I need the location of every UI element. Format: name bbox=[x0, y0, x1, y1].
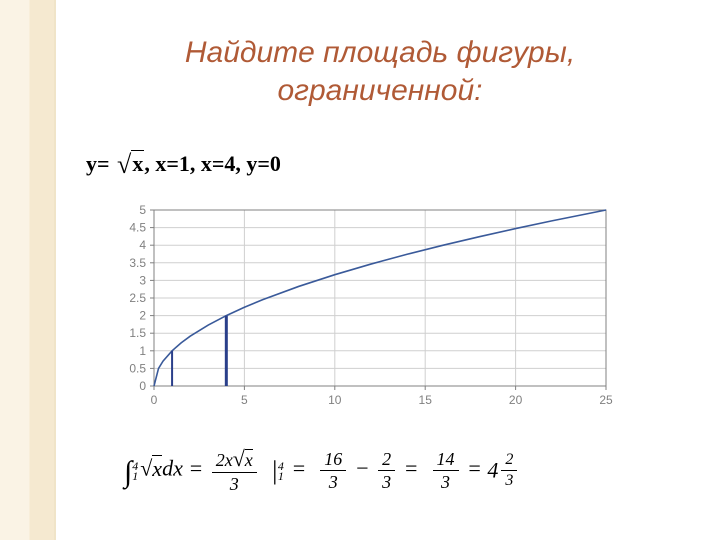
t2-den: 3 bbox=[378, 471, 395, 491]
svg-text:3.5: 3.5 bbox=[129, 256, 146, 270]
svg-text:5: 5 bbox=[241, 393, 248, 407]
mixed-whole: 4 bbox=[487, 458, 498, 483]
t3-den: 3 bbox=[433, 471, 459, 491]
title-line-1: Найдите площадь фигуры, bbox=[185, 36, 575, 69]
svg-text:4.5: 4.5 bbox=[129, 221, 146, 235]
slide-title: Найдите площадь фигуры, ограниченной: bbox=[80, 34, 680, 109]
cond-pre: y= bbox=[86, 151, 115, 176]
term2-frac: 2 3 bbox=[378, 450, 395, 491]
svg-text:5: 5 bbox=[139, 203, 146, 217]
t1-den: 3 bbox=[320, 471, 346, 491]
mixed-num: 2 bbox=[501, 452, 517, 471]
svg-text:15: 15 bbox=[419, 393, 433, 407]
term1-frac: 16 3 bbox=[320, 450, 346, 491]
t1-num: 16 bbox=[320, 450, 346, 471]
eval-bar: | bbox=[265, 456, 278, 481]
integrand-radicand: x bbox=[152, 455, 162, 481]
integral-limits: 41 bbox=[132, 461, 138, 481]
svg-text:0: 0 bbox=[151, 393, 158, 407]
side-decoration bbox=[0, 0, 56, 540]
t3-num: 14 bbox=[433, 450, 459, 471]
svg-text:0.5: 0.5 bbox=[129, 361, 146, 375]
frac-num: 2x√x bbox=[212, 448, 257, 473]
mixed-den: 3 bbox=[501, 471, 517, 489]
integrand-dx: dx bbox=[162, 456, 183, 481]
radicand: x bbox=[131, 150, 144, 176]
eval-lower: 1 bbox=[278, 471, 284, 481]
svg-text:25: 25 bbox=[599, 393, 613, 407]
cond-post: , x=1, x=4, y=0 bbox=[144, 151, 281, 176]
chart-svg: 0 0.5 1 1.5 2 2.5 3 3.5 4 4.5 5 0 5 10 15 20 25 bbox=[108, 202, 628, 422]
svg-text:2.5: 2.5 bbox=[129, 291, 146, 305]
term3-frac: 14 3 bbox=[433, 450, 459, 491]
svg-text:1.5: 1.5 bbox=[129, 326, 146, 340]
svg-text:10: 10 bbox=[328, 393, 342, 407]
integral-formula: ∫41√xdx = 2x√x 3 |41 = 16 3 − 2 3 = 14 3… bbox=[124, 448, 680, 493]
svg-text:3: 3 bbox=[139, 273, 146, 287]
mixed-number: 4 2 3 bbox=[487, 452, 520, 489]
radical-icon: √ bbox=[140, 456, 152, 481]
antiderivative-frac: 2x√x 3 bbox=[212, 448, 257, 493]
slide: Найдите площадь фигуры, ограниченной: y=… bbox=[0, 0, 720, 540]
eval-limits: 41 bbox=[278, 461, 284, 481]
svg-text:1: 1 bbox=[139, 344, 146, 358]
t2-num: 2 bbox=[378, 450, 395, 471]
sqrt-expr: √x bbox=[115, 150, 144, 180]
frac-den: 3 bbox=[212, 473, 257, 493]
svg-text:0: 0 bbox=[139, 379, 146, 393]
svg-text:20: 20 bbox=[509, 393, 523, 407]
sqrt-chart: 0 0.5 1 1.5 2 2.5 3 3.5 4 4.5 5 0 5 10 15 20 25 bbox=[108, 202, 628, 422]
svg-text:2: 2 bbox=[139, 309, 146, 323]
problem-conditions: y= √x, x=1, x=4, y=0 bbox=[86, 150, 281, 180]
radical-icon: √ bbox=[117, 150, 131, 179]
title-line-2: ограниченной: bbox=[278, 74, 483, 107]
int-lower: 1 bbox=[132, 471, 138, 481]
integral-sign-icon: ∫ bbox=[124, 456, 132, 489]
svg-text:4: 4 bbox=[139, 238, 146, 252]
